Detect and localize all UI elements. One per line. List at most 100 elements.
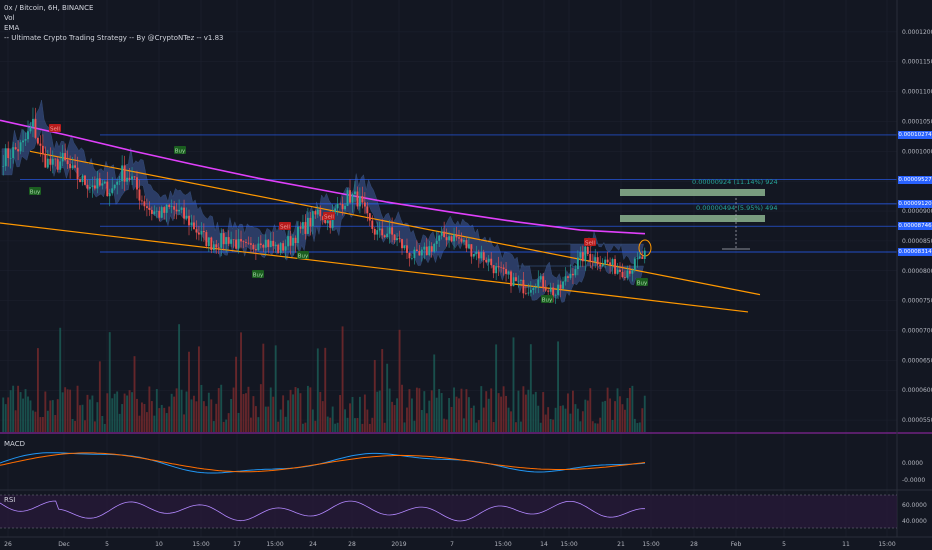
candle-body [9, 157, 12, 159]
signal-line [0, 452, 646, 473]
volume-bar [383, 422, 386, 432]
candle-body [240, 239, 242, 242]
measure-box [620, 189, 765, 196]
volume-bar [487, 398, 490, 432]
volume-bar [581, 411, 584, 432]
volume-bar [297, 388, 299, 432]
volume-bar [145, 412, 148, 432]
candle-body [178, 209, 181, 212]
signal-badge [584, 238, 596, 246]
candle-body [363, 202, 366, 207]
candle-body [245, 242, 247, 243]
candle-body [183, 207, 185, 219]
volume-bar [346, 417, 349, 432]
candle-body [470, 244, 473, 257]
candle-body [111, 188, 114, 194]
candle-body [443, 231, 446, 238]
candle-body [591, 261, 594, 262]
candle-body [141, 200, 143, 202]
candle-body [475, 251, 478, 254]
volume-bar [141, 402, 143, 432]
volume-bar [537, 405, 540, 432]
volume-bar [247, 386, 250, 432]
candle-body [371, 220, 374, 229]
candle-body [636, 258, 639, 260]
volume-bar [366, 409, 369, 432]
candle-body [106, 181, 109, 197]
volume-bar [485, 391, 488, 432]
candle-body [633, 258, 636, 271]
candle-body [425, 246, 428, 256]
price-tick: 0.00009000 [902, 208, 932, 215]
volume-bar [183, 414, 185, 432]
symbol-title[interactable]: 0x / Bitcoin, 6H, BINANCE [4, 4, 94, 12]
candle-body [66, 160, 69, 165]
price-tick: 0.00006000 [902, 387, 932, 394]
volume-bar [84, 420, 86, 432]
volume-bar [393, 405, 396, 432]
candle-body [569, 273, 572, 278]
price-tick: 0.00011000 [902, 89, 932, 96]
volume-bar [284, 416, 287, 432]
volume-bar [398, 329, 401, 432]
candle-body [91, 185, 94, 187]
time-axis[interactable]: 26 Dec 5 10 15:00 17 15:00 24 28 2019 7 15:00 14 15:0… [4, 541, 896, 548]
volume-bar [190, 399, 193, 432]
volume-bar [180, 389, 183, 432]
volume-bar [289, 389, 292, 432]
measure-box [620, 215, 765, 222]
ema-indicator-label[interactable]: EMA [4, 24, 20, 32]
rsi-label[interactable]: RSI [4, 496, 16, 504]
candle-body [170, 206, 173, 207]
candle-body [299, 226, 302, 229]
volume-bar [470, 407, 473, 432]
volume-bar [7, 397, 10, 432]
strategy-indicator-label[interactable]: -- Ultimate Crypto Trading Strategy -- B… [4, 34, 224, 42]
candle-body [93, 185, 96, 189]
candle-body [284, 246, 287, 251]
volume-bar [197, 346, 200, 432]
price-tick: 0.00011500 [902, 59, 932, 66]
candle-body [368, 213, 371, 221]
macd-label[interactable]: MACD [4, 440, 25, 448]
volume-bar [413, 420, 416, 432]
volume-bar [39, 417, 42, 432]
candle-body [423, 246, 426, 250]
candle-body [463, 240, 465, 242]
rsi-tick: 40.0000 [902, 518, 927, 525]
volume-bar [59, 327, 62, 432]
volume-bar [267, 406, 270, 432]
volume-bar [552, 419, 555, 432]
candle-body [381, 228, 384, 236]
volume-bar [420, 409, 423, 432]
volume-bar [517, 390, 520, 432]
volume-bar [36, 348, 39, 432]
volume-bar [586, 400, 589, 432]
candle-body [49, 158, 52, 165]
candle-body [158, 210, 161, 218]
candle-body [277, 244, 280, 253]
volume-indicator-label[interactable]: Vol [4, 14, 15, 22]
candle-body [544, 288, 547, 291]
macd-tick: 0.0000 [902, 460, 923, 467]
volume-bar [64, 387, 67, 432]
volume-bar [341, 326, 344, 432]
volume-bar [245, 393, 247, 432]
candle-body [537, 279, 540, 287]
volume-bar [17, 385, 20, 432]
volume-bar [217, 388, 220, 432]
volume-bar [477, 420, 480, 432]
candle-body [378, 228, 381, 231]
candle-body [576, 257, 579, 270]
volume-bar [316, 348, 319, 432]
volume-bar [170, 393, 173, 432]
volume-bar [61, 392, 64, 432]
volume-bar [576, 408, 579, 432]
candle-body [247, 242, 250, 244]
candle-body [477, 251, 480, 259]
volume-bar [103, 423, 106, 432]
horizontal-levels [20, 134, 897, 253]
candle-body [453, 234, 455, 242]
candle-body [524, 293, 527, 294]
